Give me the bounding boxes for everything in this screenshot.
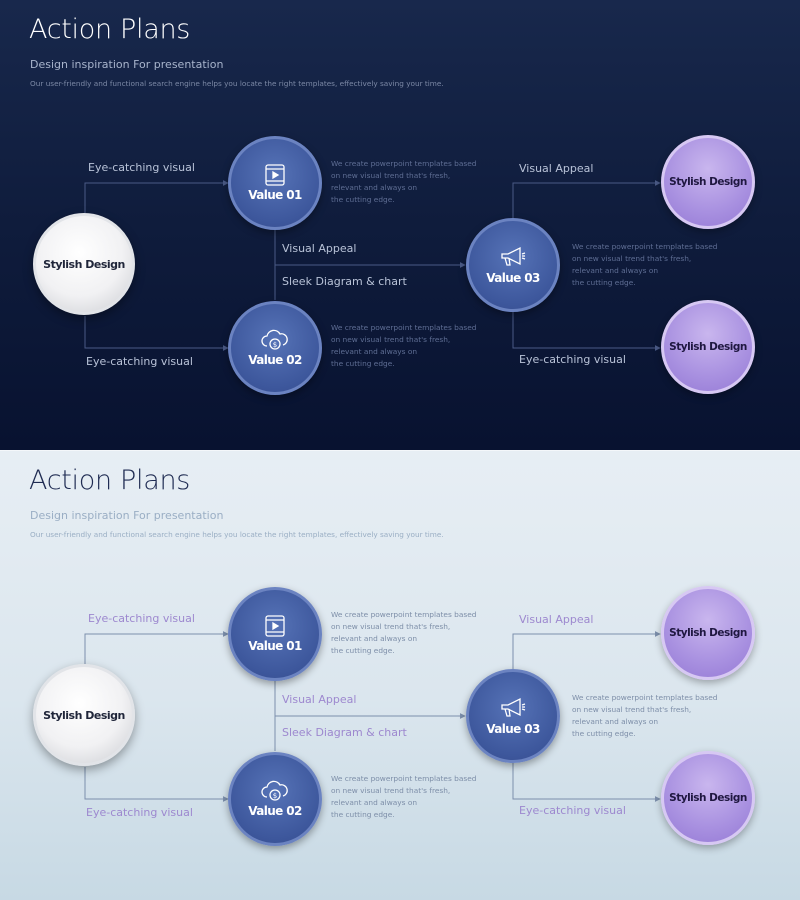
- slide-subtitle: Design inspiration For presentation: [30, 58, 224, 71]
- label-top-left: Eye-catching visual: [88, 612, 195, 625]
- node-value-02: $ Value 02: [228, 752, 322, 846]
- slide-description: Our user-friendly and functional search …: [30, 530, 444, 539]
- cloud-dollar-icon: $: [261, 329, 289, 351]
- node-label: Value 03: [486, 722, 540, 736]
- megaphone-icon: [499, 245, 527, 269]
- megaphone-icon: [499, 696, 527, 720]
- video-tablet-icon: [263, 164, 287, 186]
- label-sleek-diagram: Sleek Diagram & chart: [282, 275, 407, 288]
- note-value-03: We create powerpoint templates based on …: [572, 693, 718, 738]
- label-visual-appeal: Visual Appeal: [282, 693, 357, 706]
- label-top-left: Eye-catching visual: [88, 161, 195, 174]
- note-value-02: We create powerpoint templates based on …: [331, 774, 477, 819]
- slide-title: Action Plans: [29, 14, 191, 45]
- node-label: Stylish Design: [669, 627, 747, 639]
- node-value-01: Value 01: [228, 587, 322, 681]
- node-stylish-design-center: Stylish Design: [33, 664, 135, 766]
- note-value-01: We create powerpoint templates based on …: [331, 159, 477, 204]
- node-label: Stylish Design: [669, 176, 747, 188]
- svg-text:$: $: [273, 792, 277, 800]
- connector-lines: [84, 631, 661, 802]
- label-bottom-right: Eye-catching visual: [519, 804, 626, 817]
- node-label: Value 01: [248, 639, 302, 653]
- slide-subtitle: Design inspiration For presentation: [30, 509, 224, 522]
- note-value-01: We create powerpoint templates based on …: [331, 610, 477, 655]
- slide-title: Action Plans: [29, 465, 191, 496]
- node-value-02: $ Value 02: [228, 301, 322, 395]
- node-label: Value 02: [248, 804, 302, 818]
- label-bottom-left: Eye-catching visual: [86, 355, 193, 368]
- node-stylish-design-top: Stylish Design: [661, 135, 755, 229]
- cloud-dollar-icon: $: [261, 780, 289, 802]
- label-sleek-diagram: Sleek Diagram & chart: [282, 726, 407, 739]
- note-value-03: We create powerpoint templates based on …: [572, 242, 718, 287]
- node-label: Value 02: [248, 353, 302, 367]
- note-value-02: We create powerpoint templates based on …: [331, 323, 477, 368]
- node-label: Value 03: [486, 271, 540, 285]
- node-stylish-design-center: Stylish Design: [33, 213, 135, 315]
- label-bottom-right: Eye-catching visual: [519, 353, 626, 366]
- node-value-01: Value 01: [228, 136, 322, 230]
- video-tablet-icon: [263, 615, 287, 637]
- node-label: Stylish Design: [669, 792, 747, 804]
- node-stylish-design-bottom: Stylish Design: [661, 300, 755, 394]
- node-stylish-design-top: Stylish Design: [661, 586, 755, 680]
- node-label: Stylish Design: [669, 341, 747, 353]
- node-value-03: Value 03: [466, 669, 560, 763]
- label-visual-appeal: Visual Appeal: [282, 242, 357, 255]
- slide-light: Action Plans Design inspiration For pres…: [0, 450, 800, 900]
- node-label: Value 01: [248, 188, 302, 202]
- slide-dark: Action Plans Design inspiration For pres…: [0, 0, 800, 450]
- connector-lines: [84, 180, 661, 351]
- svg-text:$: $: [273, 341, 277, 349]
- node-label: Stylish Design: [43, 257, 125, 271]
- node-value-03: Value 03: [466, 218, 560, 312]
- label-top-right: Visual Appeal: [519, 613, 594, 626]
- node-label: Stylish Design: [43, 708, 125, 722]
- node-stylish-design-bottom: Stylish Design: [661, 751, 755, 845]
- label-bottom-left: Eye-catching visual: [86, 806, 193, 819]
- label-top-right: Visual Appeal: [519, 162, 594, 175]
- slide-description: Our user-friendly and functional search …: [30, 79, 444, 88]
